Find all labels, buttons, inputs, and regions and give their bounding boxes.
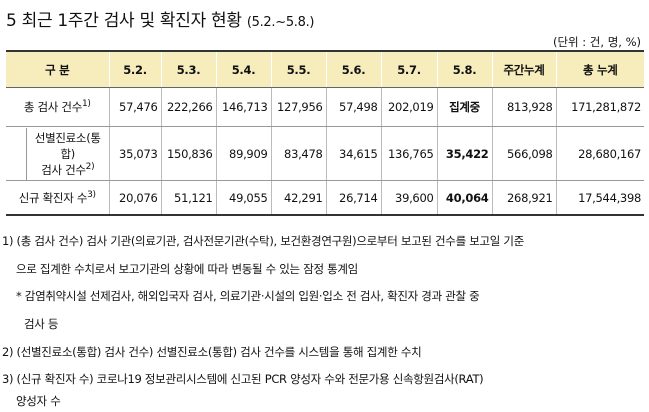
table-cell: 83,478 — [270, 126, 326, 181]
table-cell: 813,928 — [491, 87, 556, 127]
row-label: 선별진료소(통 합) 검사 건수2) — [6, 126, 109, 181]
header-date: 5.4. — [215, 50, 271, 88]
footnote-marker: 2) — [85, 161, 95, 172]
header-date: 5.5. — [270, 50, 326, 88]
section-title: 5 최근 1주간 검사 및 확진자 현황 (5.2.~5.8.) — [6, 6, 315, 31]
table-cell: 150,836 — [160, 126, 216, 181]
table-cell: 35,073 — [108, 126, 161, 181]
header-row: 구 분 5.2. 5.3. 5.4. 5.5. 5.6. 5.7. 5.8. 주… — [6, 50, 644, 88]
section-title-text: 5 최근 1주간 검사 및 확진자 현황 — [6, 11, 242, 31]
footnote-1-star-line-2: 검사 등 — [24, 317, 59, 331]
footnote-1-star-line-1: * 감염취약시설 선제검사, 해외입국자 검사, 의료기관·시설의 입원·입소 … — [16, 289, 480, 303]
table-cell: 202,019 — [380, 87, 437, 127]
footnote-1-line-1: 1) (총 검사 건수) 검사 기관(의료기관, 검사전문기관(수탁), 보건환… — [2, 234, 524, 248]
header-date: 5.8. — [436, 50, 492, 88]
row-label-text: 총 검사 건수 — [23, 100, 82, 114]
table-cell: 26,714 — [325, 180, 381, 216]
table-cell: 89,909 — [215, 126, 271, 181]
header-date: 5.3. — [160, 50, 216, 88]
table-cell: 171,281,872 — [555, 87, 644, 127]
row-label-line: 선별진료소(통 — [34, 130, 101, 145]
table-cell: 222,266 — [160, 87, 216, 127]
row-label: 총 검사 건수1) — [6, 87, 109, 127]
table-row-new-cases: 신규 확진자 수3) 20,076 51,121 49,055 42,291 2… — [6, 180, 644, 216]
header-category: 구 분 — [6, 50, 109, 88]
header-grand-total: 총 누계 — [555, 50, 644, 88]
table-cell: 127,956 — [270, 87, 326, 127]
table-cell: 57,498 — [325, 87, 381, 127]
footnote-2: 2) (선별진료소(통합) 검사 건수) 선별진료소(통합) 검사 건수를 시스… — [2, 345, 422, 359]
table-cell: 268,921 — [491, 180, 556, 216]
footnote-1-line-2: 으로 집계한 수치로서 보고기관의 상황에 따라 변동될 수 있는 잠정 통계임 — [16, 262, 358, 276]
header-date: 5.7. — [380, 50, 437, 88]
table-cell: 42,291 — [270, 180, 326, 216]
row-label-text: 신규 확진자 수 — [18, 190, 88, 205]
table-cell: 51,121 — [160, 180, 216, 216]
footnote-3-line-1: 3) (신규 확진자 수) 코로나19 정보관리시스템에 신고된 PCR 양성자… — [2, 372, 484, 386]
table-cell: 49,055 — [215, 180, 271, 216]
header-date: 5.6. — [325, 50, 381, 88]
date-range: (5.2.~5.8.) — [246, 15, 315, 30]
table-cell: 34,615 — [325, 126, 381, 181]
stats-table: 구 분 5.2. 5.3. 5.4. 5.5. 5.6. 5.7. 5.8. 주… — [6, 50, 644, 216]
footnote-marker: 3) — [87, 189, 96, 200]
table-cell: 136,765 — [380, 126, 437, 181]
row-label-line: 검사 건수 — [41, 162, 86, 177]
table-cell-pending: 집계중 — [436, 87, 492, 127]
footnote-3-line-2: 양성자 수 — [16, 394, 61, 408]
header-weekly-total: 주간누계 — [491, 50, 556, 88]
table-cell: 39,600 — [380, 180, 437, 216]
row-label-line: 합) — [60, 146, 76, 161]
row-label-block: 선별진료소(통 합) 검사 건수2) — [26, 127, 109, 180]
table-cell-latest: 40,064 — [436, 180, 492, 216]
table-cell: 57,476 — [108, 87, 161, 127]
footnote-marker: 1) — [81, 99, 91, 110]
table-cell: 17,544,398 — [555, 180, 644, 216]
table-row-total-tests: 총 검사 건수1) 57,476 222,266 146,713 127,956… — [6, 87, 644, 127]
table-cell: 28,680,167 — [555, 126, 644, 181]
table-cell: 20,076 — [108, 180, 161, 216]
table-cell-latest: 35,422 — [436, 126, 492, 181]
table-row-clinic-tests: 선별진료소(통 합) 검사 건수2) 35,073 150,836 89,909… — [6, 126, 644, 181]
unit-note: (단위 : 건, 명, %) — [552, 35, 641, 49]
header-date: 5.2. — [108, 50, 161, 88]
row-label: 신규 확진자 수3) — [6, 180, 109, 216]
table-cell: 146,713 — [215, 87, 271, 127]
table-cell: 566,098 — [491, 126, 556, 181]
